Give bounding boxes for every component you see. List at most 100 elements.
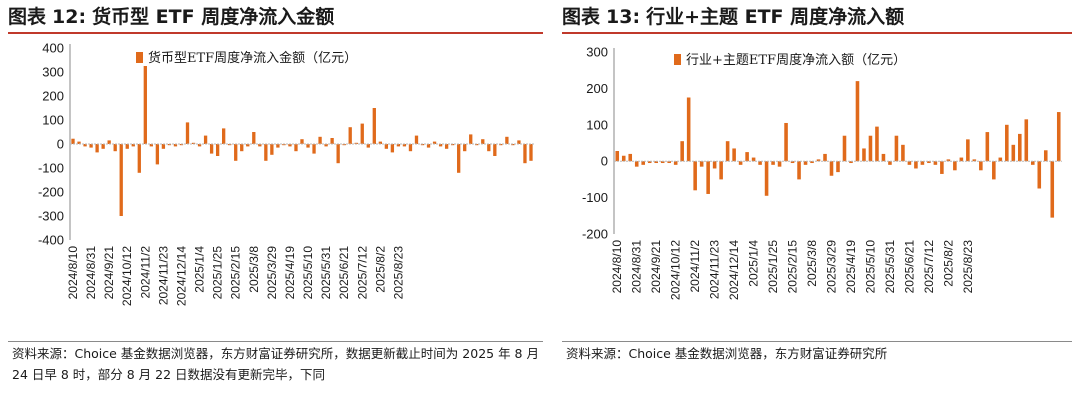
x-tick-label: 2025/3/29 bbox=[265, 246, 279, 300]
bar bbox=[125, 144, 129, 149]
bar bbox=[673, 161, 678, 165]
bar bbox=[998, 157, 1003, 162]
y-tick-label: 300 bbox=[586, 45, 608, 60]
bar bbox=[450, 144, 455, 146]
bar bbox=[1011, 144, 1016, 162]
bar bbox=[228, 144, 232, 146]
bar bbox=[894, 135, 899, 162]
bar bbox=[1050, 161, 1055, 218]
bar bbox=[680, 141, 684, 162]
bar bbox=[493, 144, 497, 156]
bar bbox=[901, 144, 905, 162]
bar bbox=[1031, 161, 1035, 165]
y-tick-label: 300 bbox=[42, 65, 64, 80]
bar bbox=[758, 161, 762, 165]
x-tick-label: 2024/8/10 bbox=[610, 240, 624, 294]
bar bbox=[499, 144, 503, 146]
bar bbox=[771, 161, 775, 165]
bar bbox=[647, 161, 652, 164]
bar bbox=[312, 144, 316, 154]
bar bbox=[107, 140, 111, 144]
x-tick-label: 2025/5/10 bbox=[301, 246, 315, 300]
bar bbox=[378, 141, 382, 144]
x-tick-label: 2024/11/2 bbox=[688, 240, 702, 293]
figure-13-panel: 图表 13: 行业+主题 ETF 周度净流入额 300 200 100 0 -100 -200… bbox=[562, 0, 1072, 408]
bar bbox=[667, 161, 671, 164]
bar bbox=[203, 135, 208, 144]
bar bbox=[366, 144, 370, 148]
bar bbox=[764, 161, 769, 196]
y-tick-label: 0 bbox=[57, 137, 64, 152]
bar bbox=[699, 161, 704, 167]
bar bbox=[264, 144, 268, 161]
x-tick-label: 2025/8/2 bbox=[373, 246, 387, 293]
bar bbox=[155, 144, 160, 165]
x-tick-label: 2025/3/8 bbox=[247, 246, 261, 293]
bar bbox=[505, 136, 509, 144]
bar bbox=[523, 144, 527, 164]
bar bbox=[330, 138, 334, 144]
figure-12-name: 货币型 ETF 周度净流入金额 bbox=[92, 6, 335, 28]
bar bbox=[927, 161, 931, 164]
bar bbox=[868, 135, 873, 162]
bar bbox=[173, 144, 178, 147]
bar bbox=[89, 144, 93, 148]
bar bbox=[288, 144, 292, 147]
x-tick-label: 2025/1/25 bbox=[211, 246, 225, 300]
bar bbox=[336, 144, 340, 164]
bar bbox=[641, 161, 645, 165]
figure-12-title-rule bbox=[8, 32, 543, 34]
bar bbox=[855, 81, 860, 162]
bar bbox=[628, 153, 633, 162]
bar bbox=[862, 148, 866, 162]
x-tick-label: 2025/3/8 bbox=[805, 240, 819, 287]
x-tick-label: 2025/6/21 bbox=[337, 246, 351, 300]
figure-13-number: 13: bbox=[606, 6, 641, 28]
bar bbox=[836, 161, 840, 173]
bar bbox=[481, 139, 485, 144]
bar bbox=[71, 138, 75, 144]
bar bbox=[959, 157, 964, 162]
x-tick-label: 2024/12/14 bbox=[175, 246, 189, 306]
bar bbox=[119, 144, 123, 216]
figure-13-source-rule bbox=[562, 341, 1072, 342]
bar bbox=[420, 144, 425, 146]
bar bbox=[621, 155, 626, 162]
bar bbox=[654, 161, 658, 164]
bar bbox=[946, 159, 951, 162]
bar bbox=[777, 161, 782, 167]
x-tick-label: 2024/12/14 bbox=[727, 240, 741, 300]
x-tick-label: 2025/8/2 bbox=[941, 240, 955, 287]
bar bbox=[972, 159, 977, 162]
bar bbox=[849, 161, 853, 164]
bar bbox=[985, 132, 990, 162]
bar bbox=[209, 144, 214, 154]
bar bbox=[414, 135, 419, 144]
figure-13-title-rule bbox=[562, 32, 1072, 34]
bar bbox=[920, 161, 925, 165]
bar bbox=[396, 144, 401, 147]
x-tick-label: 2024/10/12 bbox=[120, 246, 134, 306]
bar bbox=[149, 144, 153, 147]
x-tick-label: 2025/8/23 bbox=[961, 240, 975, 294]
bar bbox=[745, 152, 749, 162]
bar bbox=[457, 144, 461, 173]
bar bbox=[881, 153, 886, 162]
bar bbox=[426, 144, 431, 148]
figure-13-name: 行业+主题 ETF 周度净流入额 bbox=[646, 6, 905, 28]
x-tick-label: 2024/11/23 bbox=[156, 246, 170, 305]
bar bbox=[390, 144, 395, 153]
bar bbox=[529, 144, 533, 161]
bar bbox=[402, 144, 407, 147]
bar bbox=[1005, 124, 1009, 162]
bar bbox=[372, 108, 376, 144]
figure-12-panel: 图表 12: 货币型 ETF 周度净流入金额 400 300 200 100 0 -100 -2… bbox=[8, 0, 543, 408]
bar bbox=[282, 144, 286, 146]
x-tick-label: 2025/7/12 bbox=[355, 246, 369, 300]
x-tick-label: 2025/2/15 bbox=[786, 240, 800, 294]
x-tick-label: 2025/4/19 bbox=[844, 240, 858, 294]
x-tick-label: 2025/5/10 bbox=[864, 240, 878, 294]
bar bbox=[751, 157, 756, 162]
